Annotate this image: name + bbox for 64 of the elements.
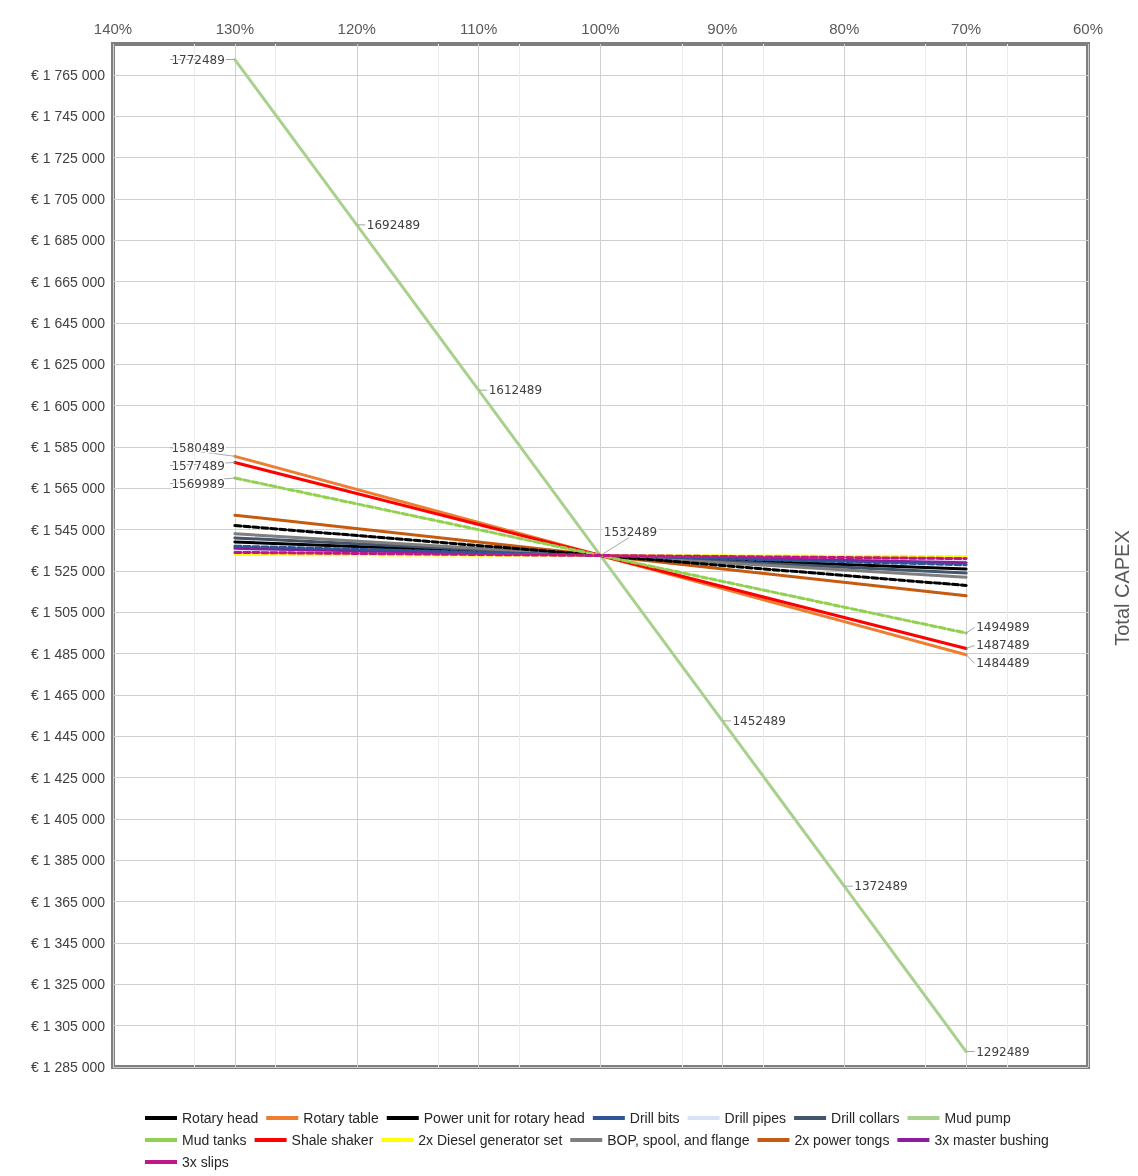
data-label: 1487489 (976, 638, 1030, 653)
x-tick-label: 90% (707, 20, 738, 37)
line-series (233, 476, 968, 635)
legend-label: Drill bits (629, 1110, 680, 1126)
y-tick-label: € 1 465 000 (31, 687, 106, 703)
y-tick-label: € 1 545 000 (31, 521, 106, 538)
legend-label: 2x power tongs (794, 1132, 890, 1148)
legend-label: Drill pipes (724, 1110, 787, 1126)
y-tick-label: € 1 345 000 (31, 935, 106, 951)
y-tick-label: € 1 725 000 (31, 149, 106, 166)
legend-label: BOP, spool, and flange (607, 1132, 750, 1148)
legend-label: Shale shaker (291, 1132, 374, 1148)
y-tick-label: € 1 525 000 (31, 563, 106, 579)
y-tick-label: € 1 665 000 (31, 273, 106, 290)
x-tick-label: 60% (1072, 20, 1104, 37)
y-tick-label: € 1 305 000 (31, 1017, 106, 1034)
legend-label: 3x slips (182, 1154, 229, 1170)
x-tick-label: 140% (93, 20, 133, 37)
data-label: 1484489 (976, 656, 1030, 671)
x-tick-label: 130% (215, 20, 255, 37)
x-tick-label: 100% (581, 20, 620, 37)
data-label: 1569989 (171, 476, 225, 491)
x-tick-label: 120% (337, 20, 376, 37)
legend-label: 3x master bushing (934, 1132, 1049, 1148)
y-tick-label: € 1 565 000 (31, 480, 106, 497)
y-tick-label: € 1 585 000 (31, 439, 106, 455)
data-label: 1612489 (488, 383, 543, 398)
data-label: 1772489 (171, 52, 225, 67)
data-label: 1292489 (976, 1044, 1030, 1059)
y-tick-label: € 1 685 000 (31, 232, 106, 249)
y-tick-label: € 1 325 000 (31, 976, 106, 993)
legend-label: 2x Diesel generator set (418, 1132, 563, 1148)
legend-label: Mud tanks (182, 1132, 247, 1148)
data-label: 1580489 (171, 440, 225, 455)
y-tick-label: € 1 285 000 (31, 1059, 106, 1075)
y-axis-title: Total CAPEX (1111, 530, 1133, 646)
data-label: 1577489 (171, 458, 225, 473)
y-tick-label: € 1 445 000 (31, 728, 106, 745)
y-tick-label: € 1 485 000 (31, 645, 106, 662)
legend-label: Drill collars (831, 1110, 900, 1126)
y-tick-label: € 1 505 000 (31, 604, 106, 621)
y-tick-label: € 1 625 000 (31, 356, 106, 373)
data-label: 1532489 (603, 524, 658, 539)
data-label: 1692489 (366, 217, 421, 232)
y-tick-label: € 1 605 000 (31, 397, 106, 414)
legend-label: Rotary table (303, 1110, 379, 1126)
line-series (233, 58, 968, 1054)
y-tick-label: € 1 385 000 (31, 852, 106, 869)
x-tick-label: 80% (829, 20, 860, 37)
x-tick-label: 110% (459, 20, 498, 37)
legend-label: Power unit for rotary head (423, 1110, 585, 1126)
y-tick-label: € 1 765 000 (31, 67, 106, 83)
y-tick-label: € 1 365 000 (31, 893, 106, 910)
y-tick-label: € 1 705 000 (31, 191, 106, 207)
x-tick-label: 70% (951, 20, 982, 37)
data-label: 1452489 (732, 713, 786, 728)
data-label: 1372489 (854, 879, 908, 894)
y-tick-label: € 1 425 000 (31, 769, 106, 786)
y-tick-label: € 1 745 000 (31, 108, 106, 125)
data-label: 1494989 (976, 620, 1030, 635)
y-tick-label: € 1 405 000 (31, 811, 106, 827)
legend-label: Rotary head (182, 1110, 259, 1126)
y-tick-label: € 1 645 000 (31, 315, 106, 331)
legend-label: Mud pump (944, 1110, 1011, 1126)
